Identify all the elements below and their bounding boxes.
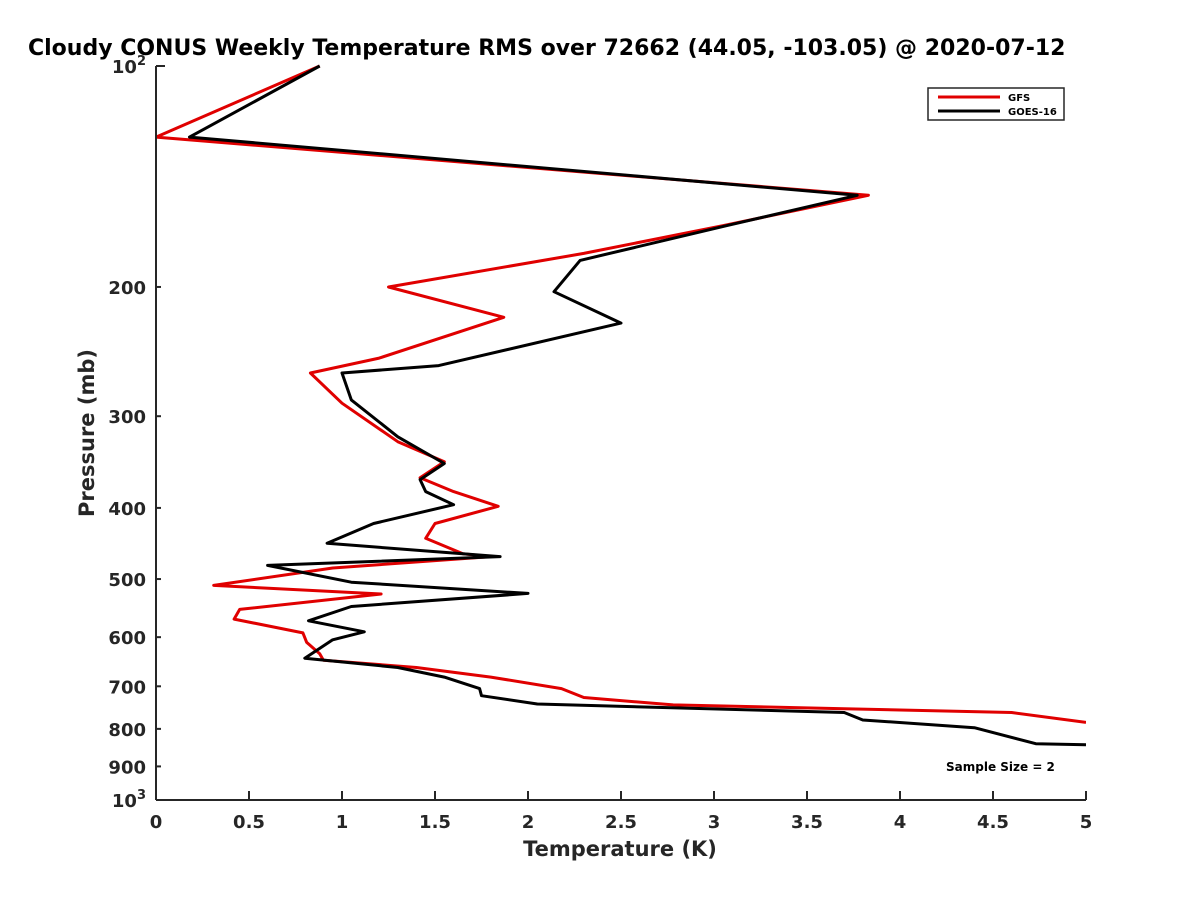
sample-size-annotation: Sample Size = 2: [946, 760, 1055, 774]
legend-box: [927, 87, 1065, 121]
x-tick-label: 4: [894, 812, 907, 833]
x-tick-label: 3.5: [791, 812, 823, 833]
y-tick-label: 103: [112, 788, 146, 812]
x-tick-label: 0.5: [233, 812, 265, 833]
x-tick-label: 2.5: [605, 812, 637, 833]
legend-entry-label: GFS: [1008, 93, 1030, 104]
x-tick-label: 1: [336, 812, 349, 833]
chart-title: Cloudy CONUS Weekly Temperature RMS over…: [28, 36, 1065, 61]
axes-layer: 0 0.5 1 1.5 2 2.5 3 3.5 4 4.5 5 102 200 300 400 500 600 7…: [108, 54, 1092, 833]
y-tick-label: 102: [112, 54, 146, 78]
x-tick-label: 4.5: [977, 812, 1009, 833]
y-tick-label: 600: [108, 628, 146, 649]
x-tick-label: 3: [708, 812, 721, 833]
legend: GFS GOES-16: [927, 87, 1065, 121]
legend-entry-label: GOES-16: [1008, 107, 1057, 118]
y-axis-label: Pressure (mb): [75, 349, 99, 517]
y-tick-label: 200: [108, 278, 146, 299]
y-tick-label: 700: [108, 677, 146, 698]
x-tick-label: 0: [150, 812, 163, 833]
series-line-goes-16: [188, 64, 1086, 747]
y-tick-label: 300: [108, 407, 146, 428]
x-tick-label: 5: [1080, 812, 1093, 833]
y-tick-label: 500: [108, 570, 146, 591]
x-tick-label: 2: [522, 812, 535, 833]
series-layer: [156, 64, 1086, 747]
y-tick-label: 800: [108, 720, 146, 741]
x-tick-label: 1.5: [419, 812, 451, 833]
y-tick-label: 900: [108, 757, 146, 778]
x-axis-label: Temperature (K): [523, 837, 717, 861]
y-tick-label: 400: [108, 499, 146, 520]
